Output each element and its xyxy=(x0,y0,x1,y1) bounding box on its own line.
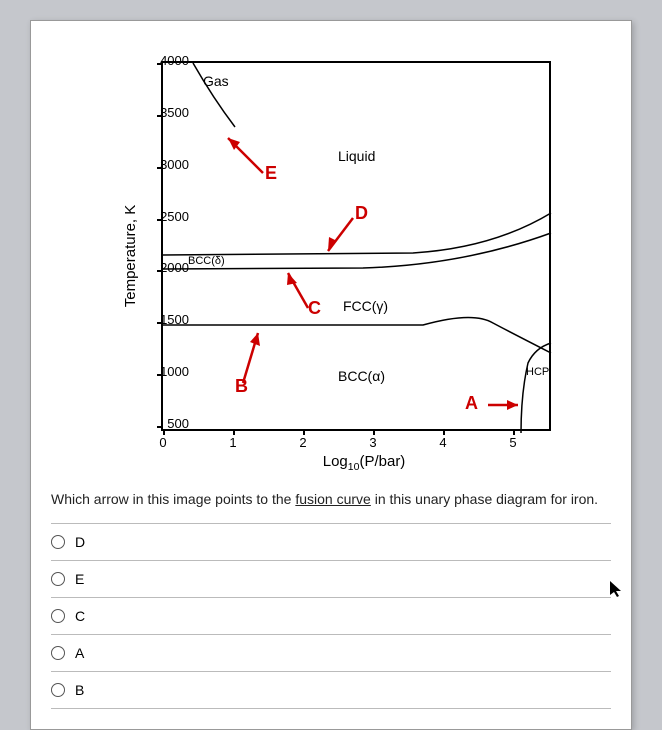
cursor-icon xyxy=(610,581,622,600)
label-gas: Gas xyxy=(203,73,229,89)
question-text: Which arrow in this image points to the … xyxy=(31,481,631,523)
xtick: 3 xyxy=(363,435,383,450)
option-c[interactable]: C xyxy=(51,597,611,634)
option-e[interactable]: E xyxy=(51,560,611,597)
marker-a: A xyxy=(465,393,478,414)
marker-c: C xyxy=(308,298,321,319)
label-liquid: Liquid xyxy=(338,148,375,164)
xtick: 1 xyxy=(223,435,243,450)
option-label: E xyxy=(75,571,84,587)
question-page: Temperature, K 4000 3500 3000 2500 2000 … xyxy=(30,20,632,730)
label-hcp: HCP xyxy=(526,366,549,378)
radio-icon[interactable] xyxy=(51,646,65,660)
xtick: 5 xyxy=(503,435,523,450)
label-bcc-delta: BCC(δ) xyxy=(188,255,225,267)
label-bcc-alpha: BCC(α) xyxy=(338,368,385,384)
option-d[interactable]: D xyxy=(51,523,611,560)
answer-options: D E C A B xyxy=(31,523,631,709)
option-label: A xyxy=(75,645,84,661)
marker-b: B xyxy=(235,376,248,397)
marker-d: D xyxy=(355,203,368,224)
xtick: 4 xyxy=(433,435,453,450)
label-fcc-gamma: FCC(γ) xyxy=(343,298,388,314)
option-label: B xyxy=(75,682,84,698)
radio-icon[interactable] xyxy=(51,609,65,623)
xtick: 0 xyxy=(153,435,173,450)
radio-icon[interactable] xyxy=(51,535,65,549)
option-label: D xyxy=(75,534,85,550)
radio-icon[interactable] xyxy=(51,572,65,586)
xtick: 2 xyxy=(293,435,313,450)
option-a[interactable]: A xyxy=(51,634,611,671)
plot-area: Gas Liquid BCC(δ) FCC(γ) BCC(α) HCP E D … xyxy=(161,61,551,431)
x-axis-label: Log10(P/bar) xyxy=(323,453,406,473)
y-axis-label: Temperature, K xyxy=(122,205,139,308)
option-b[interactable]: B xyxy=(51,671,611,709)
marker-e: E xyxy=(265,163,277,184)
phase-diagram: Temperature, K 4000 3500 3000 2500 2000 … xyxy=(71,41,591,471)
radio-icon[interactable] xyxy=(51,683,65,697)
option-label: C xyxy=(75,608,85,624)
